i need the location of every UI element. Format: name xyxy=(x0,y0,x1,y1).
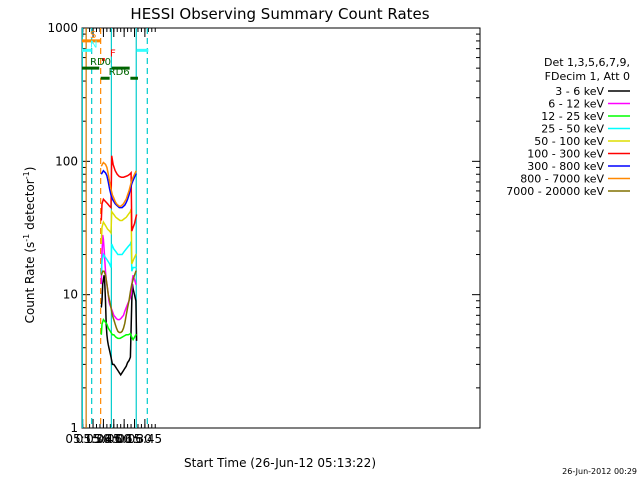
flag-label: RD0 xyxy=(90,57,111,68)
plot-frame xyxy=(81,27,481,429)
y-tick-label: 10 xyxy=(63,288,78,302)
plot-area: 1 10 100 1000 05:1505:3005:4506:0006:1506:30… xyxy=(47,21,481,446)
legend-header-line-2: FDecim 1, Att 0 xyxy=(545,70,630,83)
legend-header-line-1: Det 1,3,5,6,7,9, xyxy=(544,56,630,69)
flag-label: RD6 xyxy=(109,67,130,78)
legend-entry-label: 100 - 300 keV xyxy=(527,148,604,161)
footer-timestamp: 26-Jun-2012 00:29 xyxy=(562,467,637,476)
flag-label: N xyxy=(90,39,97,50)
x-tick-label: 05:15 xyxy=(65,432,100,446)
x-tick-label: 06:45 xyxy=(128,432,163,446)
x-tick-label: 05:30 xyxy=(76,432,111,446)
series-line xyxy=(100,155,138,232)
chart-title: HESSI Observing Summary Count Rates xyxy=(130,5,429,23)
y-tick-label: 1 xyxy=(70,421,78,435)
legend-entry-label: 300 - 800 keV xyxy=(527,160,604,173)
series-line xyxy=(100,241,137,276)
legend: Det 1,3,5,6,7,9, FDecim 1, Att 0 3 - 6 k… xyxy=(506,56,630,198)
y-tick-label: 100 xyxy=(55,154,78,168)
y-tick-label: 1000 xyxy=(47,21,78,35)
series-line xyxy=(100,161,137,208)
legend-entry-label: 25 - 50 keV xyxy=(541,123,604,136)
flag-label: S xyxy=(90,30,96,41)
x-tick-label: 05:45 xyxy=(86,432,121,446)
x-tick-label: 06:00 xyxy=(96,432,131,446)
flag-label: F xyxy=(110,49,116,60)
legend-entry-label: 12 - 25 keV xyxy=(541,110,604,123)
series-line xyxy=(100,317,137,342)
x-tick-label: 06:15 xyxy=(107,432,142,446)
series-line xyxy=(100,270,137,334)
x-tick-label: 06:30 xyxy=(117,432,152,446)
series-line xyxy=(100,169,137,209)
series-line xyxy=(100,275,138,377)
legend-entry-label: 7000 - 20000 keV xyxy=(506,185,604,198)
y-axis-label: Count Rate (s-1 detector-1) xyxy=(22,167,37,324)
legend-entry-label: 6 - 12 keV xyxy=(548,98,604,111)
series-line xyxy=(100,234,137,321)
x-axis-label: Start Time (26-Jun-12 05:13:22) xyxy=(184,456,376,470)
series-line xyxy=(100,208,137,265)
legend-entry-label: 800 - 7000 keV xyxy=(520,173,604,186)
legend-entry-label: 50 - 100 keV xyxy=(534,135,604,148)
legend-entry-label: 3 - 6 keV xyxy=(555,85,604,98)
